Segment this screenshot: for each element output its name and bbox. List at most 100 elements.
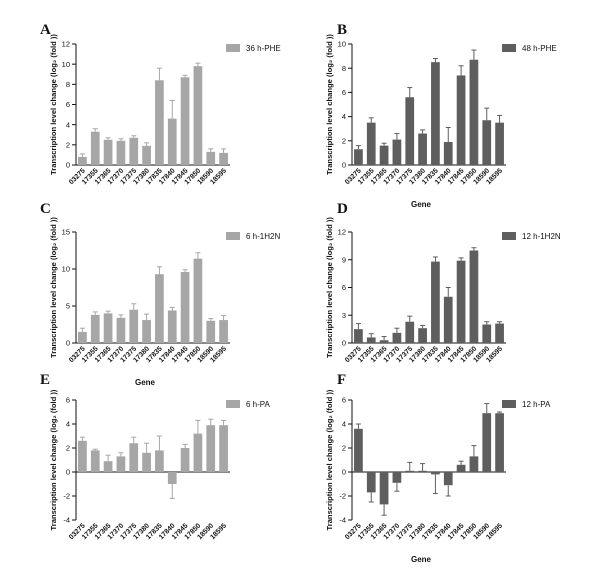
- y-tick-label: 2: [66, 140, 70, 149]
- x-axis-title: Gene: [411, 555, 432, 564]
- panel-c: C051015032751735517365173701737517380178…: [40, 201, 280, 387]
- y-axis-title: Transcription level change (log₂ (fold )…: [49, 389, 58, 530]
- bar-17370: [392, 472, 402, 483]
- legend-label: 48 h-PHE: [522, 44, 557, 53]
- y-tick-label: 4: [66, 120, 70, 129]
- bar-03275: [354, 329, 363, 343]
- bar-17845: [456, 75, 466, 165]
- bar-17365: [103, 139, 113, 165]
- bar-17835: [155, 274, 164, 343]
- y-tick-label: 2: [66, 444, 70, 453]
- bar-18590: [482, 413, 492, 472]
- bar-17365: [379, 472, 389, 505]
- bar-18595: [219, 152, 228, 165]
- legend-label: 6 h-PA: [246, 400, 271, 409]
- bar-17355: [366, 337, 376, 343]
- legend-swatch: [502, 400, 516, 408]
- y-tick-label: 12: [62, 40, 70, 49]
- y-axis-title: Transcription level change (log₂ (fold )…: [49, 34, 58, 175]
- y-tick-label: 6: [342, 88, 346, 97]
- bar-17375: [405, 321, 415, 343]
- bar-17355: [366, 472, 376, 493]
- bar-17380: [142, 145, 151, 165]
- panel-letter: C: [40, 201, 51, 217]
- y-tick-label: 10: [338, 40, 346, 49]
- bar-18595: [495, 323, 504, 343]
- bar-17835: [155, 450, 164, 472]
- y-tick-label: 2: [342, 444, 346, 453]
- bar-17845: [180, 448, 190, 472]
- bar-17375: [405, 97, 415, 165]
- y-tick-label: -4: [63, 516, 70, 525]
- bar-17380: [418, 470, 427, 472]
- bar-17850: [193, 433, 203, 472]
- bar-17835: [431, 261, 440, 343]
- y-tick-label: 0: [66, 339, 70, 348]
- bar-17850: [469, 250, 479, 343]
- bar-17375: [129, 309, 139, 343]
- bar-17370: [116, 140, 126, 165]
- legend-swatch: [226, 44, 240, 52]
- legend-label: 6 h-1H2N: [246, 232, 280, 241]
- bar-17380: [142, 320, 151, 343]
- bar-03275: [78, 156, 87, 165]
- legend-label: 12 h-1H2N: [522, 232, 561, 241]
- bar-17845: [180, 77, 190, 165]
- y-tick-label: 0: [342, 468, 346, 477]
- y-tick-label: 0: [66, 161, 70, 170]
- bar-18595: [219, 425, 228, 472]
- panel-letter: A: [40, 22, 51, 38]
- bar-17845: [180, 271, 190, 343]
- bar-17365: [103, 313, 113, 343]
- bar-17355: [90, 450, 100, 472]
- bar-17370: [116, 456, 126, 472]
- bar-17355: [90, 131, 100, 165]
- x-axis-title: Gene: [135, 378, 156, 387]
- bar-17845: [456, 260, 466, 343]
- y-tick-label: 15: [62, 228, 70, 237]
- y-axis-title: Transcription level change (log₂ (fold )…: [325, 34, 334, 175]
- bar-17840: [167, 310, 177, 343]
- panel-e: E-4-202460327517355173651737017375173801…: [40, 372, 271, 541]
- y-tick-label: 0: [66, 468, 70, 477]
- y-tick-label: 2: [342, 136, 346, 145]
- bar-17840: [443, 472, 453, 486]
- y-tick-label: 10: [62, 60, 70, 69]
- bar-17835: [155, 80, 164, 165]
- y-tick-label: 12: [338, 228, 346, 237]
- bar-18590: [206, 320, 216, 343]
- y-tick-label: 4: [342, 420, 346, 429]
- bar-17850: [193, 66, 203, 165]
- bar-17835: [431, 472, 440, 475]
- bar-17375: [129, 137, 139, 165]
- legend-label: 12 h-PA: [522, 400, 551, 409]
- y-tick-label: -2: [63, 492, 70, 501]
- bar-03275: [354, 149, 363, 165]
- panel-letter: B: [337, 22, 347, 38]
- bar-17355: [90, 314, 100, 343]
- bar-17850: [469, 456, 479, 472]
- y-axis-title: Transcription level change (log₂ (fold )…: [325, 389, 334, 530]
- bar-03275: [78, 331, 87, 343]
- y-tick-label: 8: [66, 80, 70, 89]
- bar-17840: [443, 296, 453, 343]
- bar-17850: [193, 258, 203, 343]
- panel-d: D036912032751735517365173701737517380178…: [325, 201, 561, 364]
- bar-17835: [431, 62, 440, 165]
- y-tick-label: 6: [342, 396, 346, 405]
- y-tick-label: 3: [342, 311, 346, 320]
- bar-18590: [482, 324, 492, 343]
- bar-17365: [103, 461, 113, 472]
- y-tick-label: -4: [339, 516, 346, 525]
- y-tick-label: 4: [66, 420, 70, 429]
- y-tick-label: 8: [342, 64, 346, 73]
- y-axis-title: Transcription level change (log₂ (fold )…: [49, 217, 58, 358]
- bar-17850: [469, 59, 479, 166]
- bar-18595: [495, 413, 504, 472]
- panel-letter: F: [337, 372, 346, 388]
- bar-18590: [482, 120, 492, 165]
- bar-17365: [379, 340, 389, 343]
- bar-17370: [116, 317, 126, 343]
- panel-a: A024681012032751735517365173701737517380…: [40, 22, 281, 186]
